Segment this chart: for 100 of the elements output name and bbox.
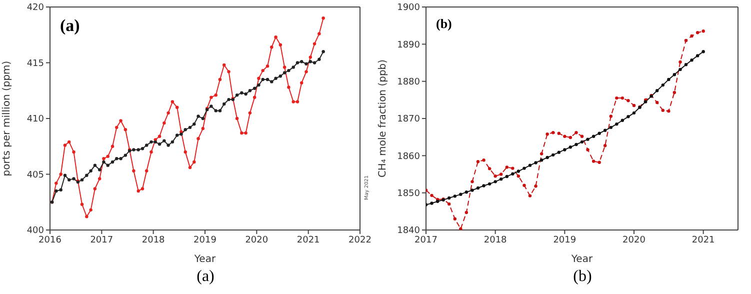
x-axis-title: Year: [193, 254, 216, 265]
point: [574, 142, 578, 146]
point: [476, 160, 480, 164]
point: [482, 184, 486, 188]
point: [557, 132, 561, 135]
point: [696, 54, 700, 58]
point: [678, 68, 682, 72]
point: [603, 144, 607, 148]
point: [620, 96, 624, 100]
y-tick-label: 1860: [397, 152, 420, 162]
point: [702, 30, 705, 33]
x-tick-label: 2019: [553, 235, 576, 246]
point: [667, 109, 670, 113]
x-axis-title: Year: [570, 254, 594, 265]
x-tick-label: 2018: [484, 235, 508, 246]
point: [459, 227, 462, 230]
y-axis-title: CH₄ mole fraction (ppb): [378, 59, 389, 178]
y-axis-title: ports per million (ppm): [2, 60, 13, 176]
point: [672, 73, 676, 76]
point: [511, 166, 514, 170]
y-tick-label: 1850: [397, 189, 420, 200]
text: (b): [572, 268, 593, 286]
point: [459, 192, 462, 196]
point: [609, 126, 613, 130]
y-tick-label: 420: [26, 3, 44, 14]
point: [447, 202, 451, 206]
point: [626, 99, 630, 102]
point: [690, 58, 694, 62]
point: [580, 134, 584, 138]
point: [464, 210, 468, 214]
text: (a): [196, 268, 216, 286]
point: [661, 108, 665, 112]
point: [580, 140, 584, 144]
point: [690, 34, 694, 38]
point: [546, 132, 549, 136]
point: [516, 174, 520, 178]
point: [684, 63, 688, 66]
point: [430, 194, 434, 198]
point: [632, 104, 636, 108]
point: [540, 152, 544, 156]
point: [598, 160, 601, 164]
point: [586, 138, 590, 141]
point: [470, 188, 474, 192]
point: [696, 31, 700, 34]
point: [464, 190, 468, 194]
text: (b): [436, 16, 452, 32]
point: [557, 150, 561, 154]
point: [522, 166, 526, 170]
x-tick-label: 2021: [692, 235, 715, 246]
point: [470, 180, 474, 184]
point: [568, 146, 572, 149]
point: [516, 170, 520, 173]
x-tick-label: 2019: [194, 235, 217, 246]
point: [632, 111, 636, 115]
point: [568, 136, 572, 140]
point: [511, 172, 514, 176]
x-tick-label: 2017: [414, 235, 438, 246]
x-tick-label: 2017: [90, 235, 114, 246]
point: [551, 131, 555, 134]
y-tick-label: 1870: [397, 114, 420, 125]
x-tick-label: 2018: [142, 235, 166, 246]
text: (a): [60, 16, 80, 36]
point: [563, 134, 566, 138]
x-tick-label: 2021: [296, 235, 320, 246]
point: [488, 182, 492, 186]
point: [430, 202, 434, 205]
y-tick-label: 1840: [397, 226, 420, 236]
line-series: [426, 50, 705, 206]
point: [453, 194, 457, 198]
point: [551, 153, 555, 157]
point: [534, 184, 538, 188]
point: [505, 166, 509, 169]
point: [563, 148, 566, 152]
point: [615, 122, 618, 126]
x-tick-label: 2020: [622, 235, 646, 246]
point: [615, 96, 618, 100]
point: [505, 174, 509, 178]
point: [528, 194, 532, 198]
y-tick-label: 1900: [397, 3, 420, 14]
point: [586, 148, 590, 152]
point: [494, 180, 497, 184]
x-tick-label: 2022: [348, 235, 372, 246]
y-tick-label: 405: [26, 170, 44, 180]
point: [702, 50, 705, 54]
point: [546, 156, 549, 160]
point: [609, 114, 613, 118]
point: [620, 118, 624, 122]
point: [626, 115, 630, 118]
point: [540, 158, 544, 162]
point: [667, 78, 670, 82]
point: [655, 100, 659, 104]
y-tick-label: 415: [26, 58, 44, 69]
point: [522, 184, 526, 187]
point: [661, 83, 665, 87]
point: [678, 60, 682, 64]
point: [574, 131, 578, 134]
y-tick-label: 1890: [397, 40, 420, 50]
point: [499, 177, 503, 181]
point: [453, 217, 457, 220]
point: [598, 132, 601, 135]
